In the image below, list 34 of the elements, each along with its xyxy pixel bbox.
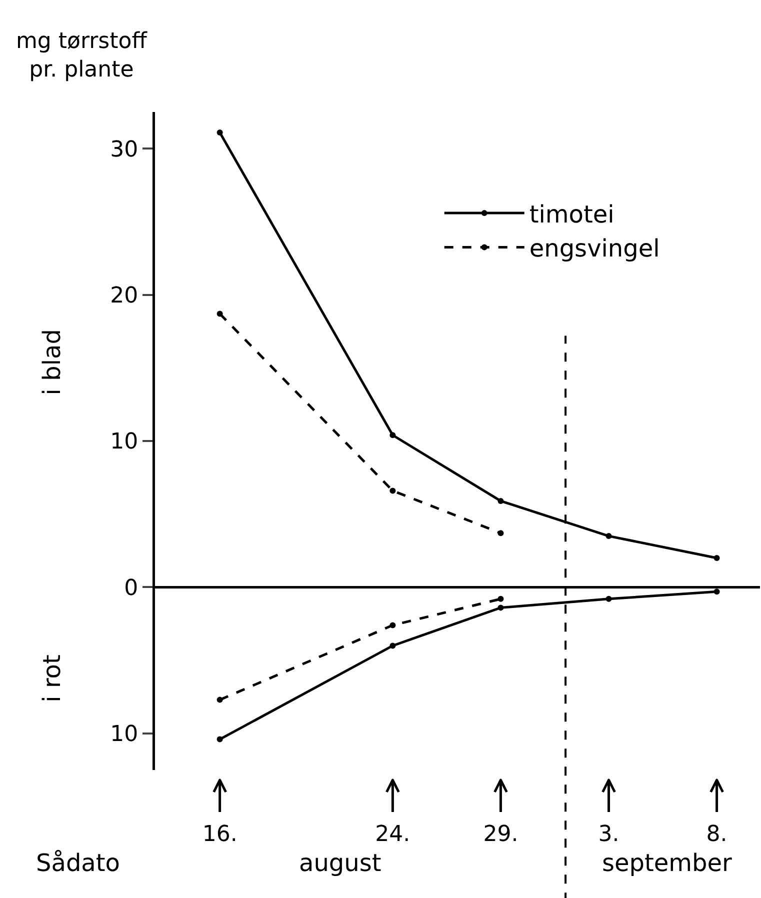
point [498,596,504,602]
x-tick-label: 3. [598,822,620,847]
x-tick-label: 16. [202,822,238,847]
y-tick-label: 0 [124,576,138,601]
legend-label: engsvingel [529,234,660,263]
x-tick-label: 24. [375,822,410,847]
x-tick-label: 8. [706,822,728,847]
point [714,554,720,561]
point [498,530,504,536]
point [216,310,223,317]
text: september [602,849,732,877]
text: i blad [38,329,66,396]
point [498,604,504,611]
point [714,588,720,595]
y-axis-title: mg tørrstoff pr. plante [16,29,148,83]
point [390,642,396,649]
y-tick-label: 20 [110,283,138,308]
x-tick-label: 29. [483,822,518,847]
y-tick-label: 10 [110,430,138,455]
point [390,488,396,494]
point [390,432,396,438]
point [216,129,223,136]
x-axis-title: Sådato [36,849,120,877]
point [390,622,396,628]
point [216,696,223,703]
legend-label: timotei [529,200,614,228]
point [606,596,612,602]
point [606,533,612,540]
point [216,736,223,742]
point [498,498,504,504]
text: i rot [38,654,66,702]
y-tick-label: 30 [110,137,138,162]
text: august [299,849,382,877]
y-tick-label: 10 [110,722,138,748]
